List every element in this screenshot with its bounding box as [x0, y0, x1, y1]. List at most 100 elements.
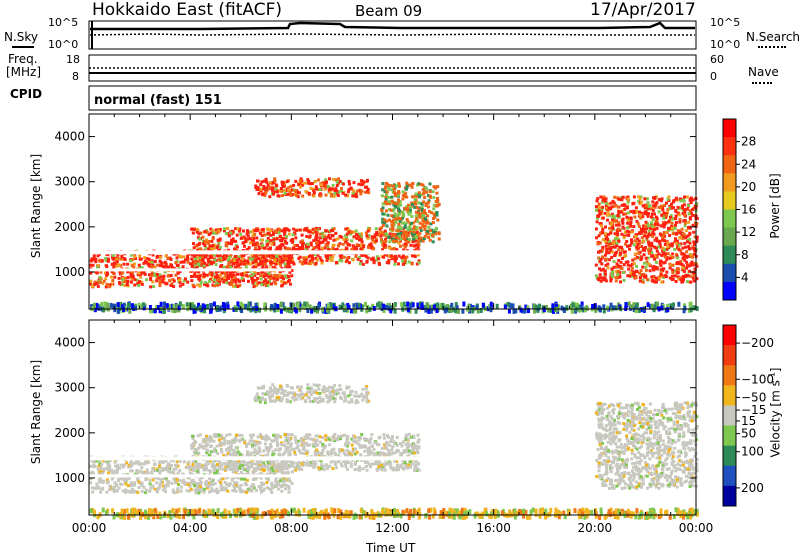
echo-cell: [255, 489, 258, 492]
echo-cell: [158, 277, 161, 280]
echo-cell: [691, 261, 694, 264]
echo-cell: [221, 468, 224, 471]
echo-cell: [651, 235, 654, 238]
echo-cell: [191, 264, 194, 267]
echo-cell: [359, 262, 362, 265]
echo-cell: [204, 256, 207, 259]
echo-cell: [637, 252, 640, 255]
echo-cell: [159, 256, 162, 259]
echo-cell: [390, 224, 393, 227]
echo-cell: [408, 261, 411, 264]
echo-cell: [339, 254, 342, 257]
echo-cell: [175, 478, 178, 481]
echo-cell: [152, 285, 155, 288]
echo-cell: [230, 280, 233, 283]
echo-cell: [398, 213, 401, 216]
echo-cell: [261, 244, 264, 247]
echo-cell: [274, 187, 277, 190]
echo-cell: [679, 218, 682, 221]
echo-cell: [636, 243, 639, 246]
echo-cell: [186, 281, 189, 284]
echo-cell: [632, 273, 635, 276]
echo-cell: [210, 240, 213, 243]
echo-cell: [121, 279, 124, 282]
echo-cell: [677, 302, 680, 307]
echo-cell: [613, 196, 616, 199]
echo-cell: [670, 227, 673, 230]
echo-cell: [363, 450, 366, 453]
echo-cell: [315, 262, 318, 265]
echo-cell: [639, 214, 642, 217]
echo-cell: [260, 188, 263, 191]
echo-cell: [241, 277, 244, 280]
echo-cell: [396, 436, 399, 439]
echo-cell: [312, 195, 315, 198]
echo-cell: [108, 485, 111, 488]
echo-cell: [600, 258, 603, 261]
echo-cell: [361, 190, 364, 193]
echo-cell: [133, 278, 136, 281]
echo-cell: [652, 218, 655, 221]
echo-cell: [207, 260, 210, 263]
echo-cell: [667, 227, 670, 230]
echo-cell: [315, 434, 318, 437]
echo-cell: [686, 196, 689, 199]
echo-cell: [436, 302, 439, 307]
echo-cell: [645, 269, 648, 272]
echo-cell: [176, 490, 179, 493]
echo-cell: [274, 180, 277, 183]
echo-cell: [305, 258, 308, 261]
echo-cell: [127, 484, 130, 487]
echo-cell: [291, 470, 294, 473]
echo-cell: [326, 241, 329, 244]
echo-cell: [283, 189, 286, 192]
echo-cell: [675, 215, 678, 218]
echo-cell: [634, 235, 637, 238]
echo-cell: [256, 277, 259, 280]
echo-cell: [436, 197, 439, 200]
echo-cell: [414, 201, 417, 204]
echo-cell: [385, 209, 388, 212]
echo-cell: [316, 259, 319, 262]
echo-cell: [610, 267, 613, 270]
echo-cell: [671, 271, 674, 274]
echo-cell: [114, 470, 117, 473]
echo-cell: [622, 226, 625, 229]
echo-cell: [304, 190, 307, 193]
echo-cell: [89, 465, 92, 468]
echo-cell: [640, 232, 643, 235]
echo-cell: [643, 249, 646, 252]
echo-cell: [252, 273, 255, 276]
echo-cell: [260, 491, 263, 494]
echo-cell: [681, 247, 684, 250]
echo-cell: [597, 242, 600, 245]
echo-cell: [231, 479, 234, 482]
echo-cell: [659, 260, 662, 263]
echo-cell: [620, 267, 623, 270]
echo-cell: [160, 481, 163, 484]
echo-cell: [429, 182, 432, 185]
echo-cell: [181, 283, 184, 286]
echo-cell: [252, 483, 255, 486]
echo-cell: [249, 440, 252, 443]
echo-cell: [384, 201, 387, 204]
echo-cell: [666, 307, 669, 312]
echo-cell: [611, 227, 614, 230]
echo-cell: [258, 192, 261, 195]
echo-cell: [166, 282, 169, 285]
echo-cell: [640, 269, 643, 272]
echo-cell: [415, 244, 418, 247]
echo-cell: [321, 241, 324, 244]
echo-cell: [110, 469, 113, 472]
echo-cell: [644, 231, 647, 234]
echo-cell: [393, 257, 396, 260]
echo-cell: [601, 246, 604, 249]
echo-cell: [627, 264, 630, 267]
echo-cell: [323, 182, 326, 185]
echo-cell: [96, 266, 99, 269]
echo-cell: [217, 278, 220, 281]
echo-cell: [280, 280, 283, 283]
echo-cell: [595, 227, 598, 230]
echo-cell: [284, 240, 287, 243]
echo-cell: [621, 257, 624, 260]
